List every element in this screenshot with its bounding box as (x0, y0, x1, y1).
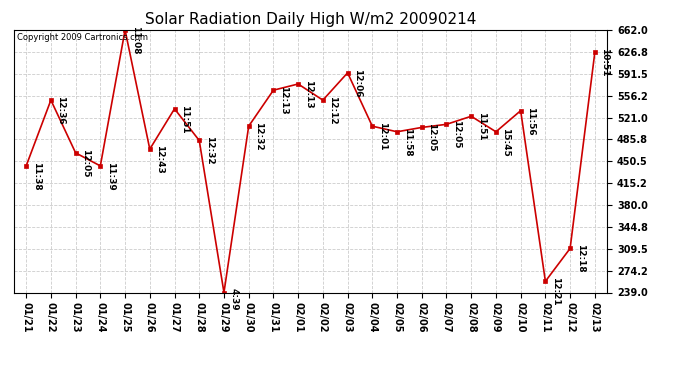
Text: 12:05: 12:05 (81, 149, 90, 177)
Text: 12:18: 12:18 (575, 244, 584, 273)
Text: 12:12: 12:12 (328, 96, 337, 124)
Text: 12:05: 12:05 (427, 123, 436, 152)
Text: 12:36: 12:36 (57, 96, 66, 124)
Text: 12:05: 12:05 (452, 120, 461, 148)
Text: 4:39: 4:39 (230, 288, 239, 311)
Text: 12:32: 12:32 (254, 122, 264, 151)
Text: 11:39: 11:39 (106, 162, 115, 190)
Text: 12:13: 12:13 (304, 80, 313, 108)
Text: 11:51: 11:51 (180, 105, 189, 133)
Text: 12:32: 12:32 (205, 136, 214, 165)
Text: 12:43: 12:43 (155, 145, 164, 174)
Text: 15:45: 15:45 (502, 128, 511, 156)
Text: 10:51: 10:51 (600, 48, 609, 76)
Text: 11:51: 11:51 (477, 112, 486, 141)
Text: 12:06: 12:06 (353, 69, 362, 97)
Text: 11:08: 11:08 (130, 26, 139, 54)
Text: Copyright 2009 Cartronics.com: Copyright 2009 Cartronics.com (17, 33, 148, 42)
Text: 11:38: 11:38 (32, 162, 41, 190)
Text: 11:58: 11:58 (402, 128, 412, 156)
Text: 11:56: 11:56 (526, 106, 535, 135)
Text: 12:01: 12:01 (378, 122, 387, 150)
Text: 12:21: 12:21 (551, 277, 560, 306)
Title: Solar Radiation Daily High W/m2 20090214: Solar Radiation Daily High W/m2 20090214 (145, 12, 476, 27)
Text: 12:13: 12:13 (279, 86, 288, 115)
